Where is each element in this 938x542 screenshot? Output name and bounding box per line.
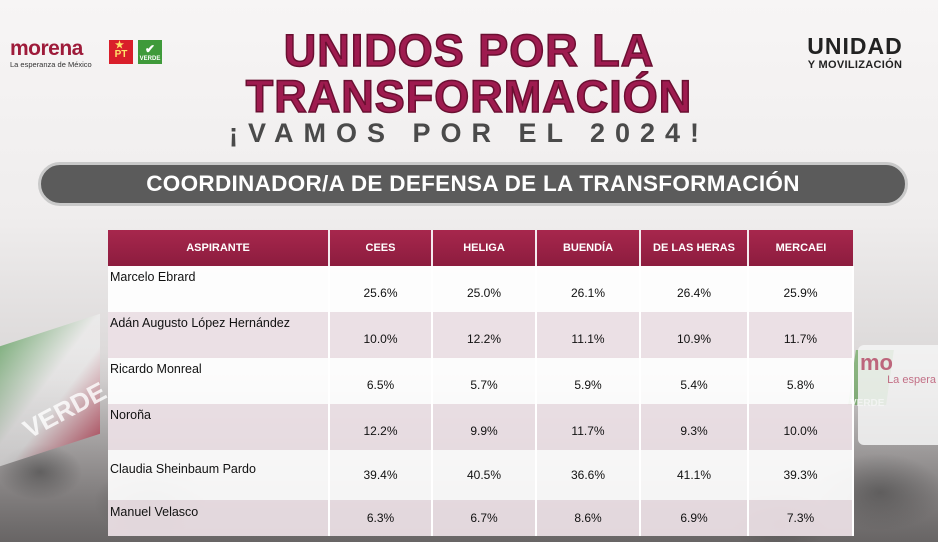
unidad-logo: UNIDAD Y MOVILIZACIÓN <box>780 34 930 72</box>
candidate-name: Claudia Sheinbaum Pardo <box>108 450 330 500</box>
column-header-heliga: HELIGA <box>432 230 537 266</box>
poll-value: 40.5% <box>432 450 537 500</box>
poll-value: 10.0% <box>748 404 854 450</box>
column-header-buendia: BUENDÍA <box>536 230 641 266</box>
candidate-name: Adán Augusto López Hernández <box>108 312 330 358</box>
column-header-de-las-heras: DE LAS HERAS <box>640 230 749 266</box>
section-banner: COORDINADOR/A DE DEFENSA DE LA TRANSFORM… <box>38 162 908 206</box>
table-row: Ricardo Monreal 6.5% 5.7% 5.9% 5.4% 5.8% <box>108 358 854 404</box>
page-subtitle: ¡VAMOS POR EL 2024! <box>228 118 710 148</box>
poll-value: 10.9% <box>640 312 749 358</box>
column-header-aspirante: ASPIRANTE <box>108 230 330 266</box>
verde-logo: ✔ VERDE <box>138 40 162 64</box>
poll-value: 6.7% <box>432 500 537 536</box>
poll-value: 12.2% <box>329 404 433 450</box>
poll-value: 11.7% <box>748 312 854 358</box>
poll-value: 26.1% <box>536 266 641 312</box>
column-header-mercaei: MERCAEI <box>748 230 853 266</box>
pt-logo-text: PT <box>114 49 128 60</box>
table-header-row: ASPIRANTE CEES HELIGA BUENDÍA DE LAS HER… <box>108 230 853 266</box>
star-icon: ★ <box>115 40 124 51</box>
table-row: Manuel Velasco 6.3% 6.7% 8.6% 6.9% 7.3% <box>108 500 854 536</box>
table-row: Marcelo Ebrard 25.6% 25.0% 26.1% 26.4% 2… <box>108 266 854 312</box>
poll-value: 41.1% <box>640 450 749 500</box>
candidate-name: Ricardo Monreal <box>108 358 330 404</box>
poll-value: 25.0% <box>432 266 537 312</box>
morena-flag-background <box>858 345 938 445</box>
poll-value: 39.3% <box>748 450 854 500</box>
poll-value: 10.0% <box>329 312 433 358</box>
verde-logo-text: VERDE <box>139 56 161 62</box>
poll-value: 25.6% <box>329 266 433 312</box>
poll-value: 6.9% <box>640 500 749 536</box>
morena-flag-text: mo <box>860 350 893 375</box>
poll-value: 11.7% <box>536 404 641 450</box>
poll-value: 26.4% <box>640 266 749 312</box>
poll-table: ASPIRANTE CEES HELIGA BUENDÍA DE LAS HER… <box>108 230 854 536</box>
table-row: Noroña 12.2% 9.9% 11.7% 9.3% 10.0% <box>108 404 854 450</box>
poll-value: 6.5% <box>329 358 433 404</box>
poll-value: 9.3% <box>640 404 749 450</box>
table-row: Adán Augusto López Hernández 10.0% 12.2%… <box>108 312 854 358</box>
poll-value: 5.7% <box>432 358 537 404</box>
table-row: Claudia Sheinbaum Pardo 39.4% 40.5% 36.6… <box>108 450 854 500</box>
poll-value: 8.6% <box>536 500 641 536</box>
poll-value: 9.9% <box>432 404 537 450</box>
toucan-icon: ✔ <box>144 42 156 56</box>
poll-value: 39.4% <box>329 450 433 500</box>
page-title-line2: TRANSFORMACIÓN <box>245 71 693 122</box>
poll-value: 12.2% <box>432 312 537 358</box>
poll-value: 7.3% <box>748 500 854 536</box>
column-header-cees: CEES <box>329 230 433 266</box>
morena-flag-subtext: La espera <box>887 374 936 386</box>
poll-value: 36.6% <box>536 450 641 500</box>
poll-value: 11.1% <box>536 312 641 358</box>
unidad-logo-bottom: Y MOVILIZACIÓN <box>807 59 903 71</box>
poll-value: 25.9% <box>748 266 854 312</box>
morena-logo: morena La esperanza de México <box>10 37 110 70</box>
candidate-name: Noroña <box>108 404 330 450</box>
poll-value: 5.4% <box>640 358 749 404</box>
page-title-line1: UNIDOS POR LA <box>283 25 655 76</box>
poll-value: 6.3% <box>329 500 433 536</box>
poll-value: 5.9% <box>536 358 641 404</box>
morena-logo-word: morena <box>10 37 83 60</box>
pt-logo: ★ PT <box>109 40 133 64</box>
candidate-name: Marcelo Ebrard <box>108 266 330 312</box>
poll-value: 5.8% <box>748 358 854 404</box>
unidad-logo-top: UNIDAD <box>807 33 903 59</box>
candidate-name: Manuel Velasco <box>108 500 330 536</box>
morena-logo-tagline: La esperanza de México <box>10 60 92 69</box>
